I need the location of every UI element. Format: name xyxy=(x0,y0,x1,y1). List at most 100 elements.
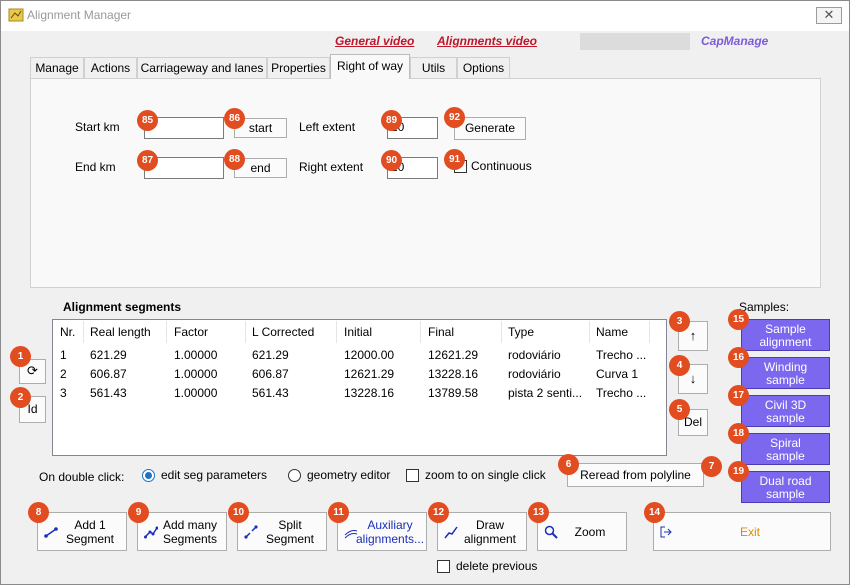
annotation-badge: 2 xyxy=(10,387,31,408)
annotation-badge: 92 xyxy=(444,107,465,128)
cell-nr: 2 xyxy=(60,367,67,381)
tab-options[interactable]: Options xyxy=(457,57,510,78)
cell-name: Curva 1 xyxy=(596,367,639,381)
zoom-button[interactable]: Zoom xyxy=(537,512,627,551)
tab-carriageway[interactable]: Carriageway and lanes xyxy=(137,57,267,78)
annotation-badge: 12 xyxy=(428,502,449,523)
winding-sample-button[interactable]: Winding sample xyxy=(741,357,830,389)
column-header-nr[interactable]: Nr. xyxy=(60,325,76,339)
exit-button[interactable]: Exit xyxy=(653,512,831,551)
cell-initial: 12621.29 xyxy=(344,367,395,381)
zoom-label: Zoom xyxy=(574,525,606,539)
tab-properties[interactable]: Properties xyxy=(267,57,330,78)
edit-seg-parameters-label: edit seg parameters xyxy=(161,468,268,482)
app-icon xyxy=(8,8,24,22)
column-header-initial[interactable]: Initial xyxy=(344,325,373,339)
delete-previous-checkbox[interactable] xyxy=(437,560,450,573)
add-many-segments-icon xyxy=(144,526,158,539)
cell-final: 13228.16 xyxy=(428,367,479,381)
title-bar: Alignment Manager ✕ xyxy=(1,1,849,31)
sample-line2: sample xyxy=(766,487,805,501)
sample-line1: Winding xyxy=(763,360,808,374)
sample-line2: alignment xyxy=(759,335,812,349)
annotation-badge: 11 xyxy=(328,502,349,523)
annotation-badge: 85 xyxy=(137,110,158,131)
cell-real-length: 606.87 xyxy=(90,367,127,381)
cell-real-length: 561.43 xyxy=(90,386,127,400)
alignments-video-link[interactable]: Alignments video xyxy=(437,34,538,48)
btn-line2: alignments... xyxy=(356,532,425,546)
annotation-badge: 19 xyxy=(728,461,749,482)
reread-from-polyline-button[interactable]: Reread from polyline xyxy=(567,463,704,487)
annotation-badge: 1 xyxy=(10,346,31,367)
refresh-button[interactable]: ⟳ xyxy=(19,359,46,384)
add-many-segments-button[interactable]: Add many Segments xyxy=(137,512,227,551)
column-header-real-length[interactable]: Real length xyxy=(90,325,151,339)
column-header-type[interactable]: Type xyxy=(508,325,535,339)
double-click-label: On double click: xyxy=(39,470,125,484)
auxiliary-alignments-button[interactable]: Auxiliary alignments... xyxy=(337,512,427,551)
btn-line1: Add many xyxy=(162,518,218,532)
end-km-label: End km xyxy=(75,160,116,174)
tab-right-of-way[interactable]: Right of way xyxy=(330,54,410,79)
dual-road-sample-button[interactable]: Dual road sample xyxy=(741,471,830,503)
annotation-badge: 6 xyxy=(558,454,579,475)
annotation-badge: 18 xyxy=(728,423,749,444)
split-segment-icon xyxy=(244,525,258,539)
general-video-link[interactable]: General video xyxy=(335,34,415,48)
btn-line2: Segment xyxy=(265,532,315,546)
btn-line1: Add 1 xyxy=(74,518,106,532)
split-segment-button[interactable]: Split Segment xyxy=(237,512,327,551)
column-separator xyxy=(501,321,502,343)
sample-alignment-button[interactable]: Sample alignment xyxy=(741,319,830,351)
draw-alignment-button[interactable]: Draw alignment xyxy=(437,512,527,551)
delete-previous-label: delete previous xyxy=(456,559,538,573)
column-header-factor[interactable]: Factor xyxy=(174,325,209,339)
column-separator xyxy=(83,321,84,343)
btn-line1: Draw xyxy=(475,518,504,532)
sample-line1: Dual road xyxy=(759,474,812,488)
start-button[interactable]: start xyxy=(234,118,287,138)
zoom-single-click-label: zoom to on single click xyxy=(425,468,546,482)
annotation-badge: 13 xyxy=(528,502,549,523)
zoom-icon xyxy=(544,525,558,539)
tab-manage[interactable]: Manage xyxy=(30,57,84,78)
cell-factor: 1.00000 xyxy=(174,386,218,400)
capmanage-link[interactable]: CapManage xyxy=(701,34,769,48)
annotation-badge: 90 xyxy=(381,150,402,171)
cell-real-length: 621.29 xyxy=(90,348,127,362)
annotation-badge: 3 xyxy=(669,311,690,332)
annotation-badge: 89 xyxy=(381,110,402,131)
sample-line1: Sample xyxy=(765,322,806,336)
column-separator xyxy=(166,321,167,343)
spiral-sample-button[interactable]: Spiral sample xyxy=(741,433,830,465)
column-header-name[interactable]: Name xyxy=(596,325,629,339)
add-one-segment-button[interactable]: Add 1 Segment xyxy=(37,512,127,551)
column-separator xyxy=(336,321,337,343)
column-separator xyxy=(245,321,246,343)
add-segment-icon xyxy=(44,527,58,538)
btn-line2: Segment xyxy=(65,532,115,546)
continuous-label: Continuous xyxy=(471,159,532,173)
column-header-final[interactable]: Final xyxy=(428,325,455,339)
zoom-single-click-checkbox[interactable] xyxy=(406,469,419,482)
column-header-l-corrected[interactable]: L Corrected xyxy=(252,325,315,339)
tab-actions[interactable]: Actions xyxy=(84,57,137,78)
right-extent-label: Right extent xyxy=(299,160,364,174)
draw-alignment-icon xyxy=(444,526,458,539)
annotation-badge: 14 xyxy=(644,502,665,523)
close-button[interactable]: ✕ xyxy=(816,7,842,24)
annotation-badge: 88 xyxy=(224,149,245,170)
generate-button[interactable]: Generate xyxy=(454,117,526,140)
cell-factor: 1.00000 xyxy=(174,367,218,381)
sample-line1: Civil 3D xyxy=(764,398,807,412)
civil3d-sample-button[interactable]: Civil 3D sample xyxy=(741,395,830,427)
tab-utils[interactable]: Utils xyxy=(410,57,457,78)
exit-icon xyxy=(660,526,672,538)
start-km-label: Start km xyxy=(75,120,120,134)
alignment-segments-title: Alignment segments xyxy=(63,300,182,314)
geometry-editor-radio[interactable] xyxy=(288,469,301,482)
segments-listview[interactable]: Nr. Real length Factor L Corrected Initi… xyxy=(52,319,667,456)
window-title: Alignment Manager xyxy=(27,8,132,22)
edit-seg-parameters-radio[interactable] xyxy=(142,469,155,482)
